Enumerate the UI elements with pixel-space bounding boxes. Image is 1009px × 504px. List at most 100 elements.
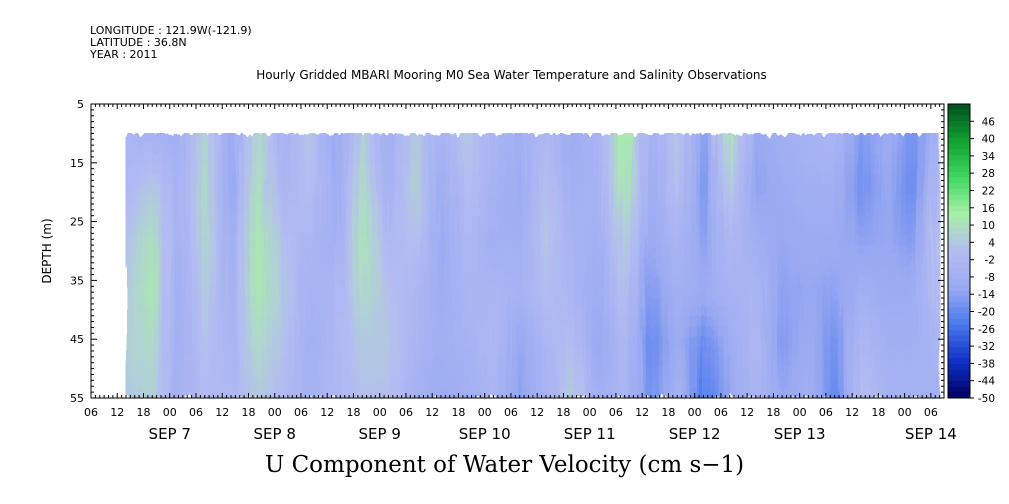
heatmap-cell bbox=[294, 184, 301, 196]
heatmap-cell bbox=[679, 336, 686, 348]
x-hour-label: 12 bbox=[845, 406, 859, 419]
heatmap-cell bbox=[728, 286, 735, 297]
heatmap-cell bbox=[657, 255, 664, 267]
heatmap-cell bbox=[863, 245, 870, 257]
heatmap-cell bbox=[218, 133, 225, 145]
heatmap-cell bbox=[776, 347, 783, 358]
heatmap-cell bbox=[207, 286, 214, 297]
heatmap-cell bbox=[771, 224, 778, 236]
heatmap-cell bbox=[570, 255, 577, 267]
heatmap-cell bbox=[907, 306, 914, 318]
heatmap-cell bbox=[234, 224, 241, 236]
heatmap-cell bbox=[207, 275, 214, 287]
heatmap-cell bbox=[408, 214, 415, 226]
x-hour-label: 18 bbox=[136, 406, 150, 419]
heatmap-cell bbox=[364, 367, 371, 379]
heatmap-cell bbox=[755, 275, 762, 287]
heatmap-cell bbox=[635, 143, 642, 155]
heatmap-cell bbox=[684, 347, 691, 358]
x-hour-label: 18 bbox=[241, 406, 255, 419]
heatmap-cell bbox=[375, 143, 382, 155]
heatmap-cell bbox=[912, 204, 919, 216]
heatmap-cell bbox=[511, 347, 518, 358]
colorbar-swatch bbox=[948, 335, 970, 342]
heatmap-cell bbox=[668, 153, 675, 165]
heatmap-cell bbox=[229, 296, 236, 308]
heatmap-cell bbox=[494, 377, 501, 389]
heatmap-cell bbox=[695, 326, 702, 338]
heatmap-cell bbox=[700, 143, 707, 155]
heatmap-cell bbox=[635, 174, 642, 185]
heatmap-cell bbox=[619, 275, 626, 287]
heatmap-cell bbox=[201, 377, 208, 389]
heatmap-cell bbox=[304, 326, 312, 338]
heatmap-cell bbox=[402, 194, 409, 206]
heatmap-cell bbox=[245, 306, 252, 318]
heatmap-cell bbox=[337, 255, 344, 267]
heatmap-cell bbox=[532, 377, 539, 389]
heatmap-cell bbox=[451, 316, 458, 328]
heatmap-cell bbox=[836, 265, 843, 277]
heatmap-cell bbox=[641, 235, 648, 246]
heatmap-cell bbox=[483, 133, 491, 145]
heatmap-cell bbox=[435, 265, 442, 277]
heatmap-cell bbox=[614, 194, 621, 206]
heatmap-cell bbox=[125, 163, 133, 175]
heatmap-cell bbox=[879, 377, 886, 389]
heatmap-cell bbox=[559, 245, 566, 257]
x-hour-label: 12 bbox=[635, 406, 649, 419]
heatmap-cell bbox=[418, 204, 425, 216]
heatmap-cell bbox=[440, 214, 447, 226]
heatmap-cell bbox=[191, 265, 198, 277]
heatmap-cell bbox=[901, 275, 908, 287]
heatmap-cell bbox=[565, 184, 572, 196]
heatmap-cell bbox=[348, 235, 355, 246]
heatmap-cell bbox=[543, 184, 550, 196]
heatmap-cell bbox=[787, 377, 794, 389]
heatmap-cell bbox=[386, 194, 393, 206]
heatmap-cell bbox=[717, 224, 724, 236]
heatmap-cell bbox=[874, 265, 881, 277]
heatmap-cell bbox=[749, 174, 756, 185]
heatmap-cell bbox=[858, 387, 865, 398]
heatmap-cell bbox=[283, 224, 290, 236]
heatmap-cell bbox=[907, 387, 914, 398]
heatmap-cell bbox=[901, 245, 908, 257]
heatmap-cell bbox=[554, 194, 561, 206]
heatmap-cell bbox=[679, 377, 686, 389]
heatmap-cell bbox=[478, 377, 485, 389]
heatmap-cell bbox=[695, 174, 702, 185]
heatmap-cell bbox=[776, 377, 783, 389]
heatmap-cell bbox=[245, 336, 252, 348]
heatmap-cell bbox=[625, 163, 632, 175]
heatmap-cell bbox=[766, 235, 773, 246]
heatmap-cell bbox=[934, 214, 941, 226]
heatmap-cell bbox=[218, 296, 225, 308]
heatmap-cell bbox=[549, 174, 556, 185]
heatmap-cell bbox=[261, 194, 268, 206]
heatmap-cell bbox=[603, 387, 610, 398]
heatmap-cell bbox=[717, 245, 724, 257]
heatmap-cell bbox=[917, 255, 924, 267]
heatmap-cell bbox=[690, 174, 697, 185]
heatmap-cell bbox=[218, 143, 225, 155]
heatmap-cell bbox=[153, 377, 160, 389]
heatmap-cell bbox=[131, 286, 138, 297]
x-hour-label: 06 bbox=[609, 406, 623, 419]
heatmap-cell bbox=[147, 174, 154, 185]
heatmap-cell bbox=[256, 367, 263, 379]
heatmap-cell bbox=[272, 224, 279, 236]
colorbar-swatch bbox=[948, 188, 970, 195]
heatmap-cell bbox=[147, 296, 154, 308]
heatmap-cell bbox=[418, 224, 425, 236]
heatmap-cell bbox=[391, 214, 398, 226]
heatmap-cell bbox=[559, 286, 566, 297]
heatmap-cell bbox=[174, 255, 181, 267]
heatmap-cell bbox=[673, 204, 680, 216]
heatmap-cell bbox=[841, 336, 849, 348]
heatmap-cell bbox=[505, 163, 512, 175]
heatmap-cell bbox=[706, 265, 713, 277]
heatmap-cell bbox=[418, 357, 425, 369]
heatmap-cell bbox=[869, 214, 876, 226]
heatmap-cell bbox=[234, 214, 241, 226]
